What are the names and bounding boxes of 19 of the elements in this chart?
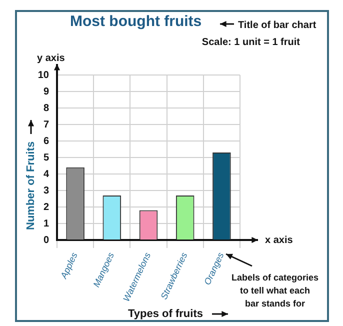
y-tick-label: 9 [43, 86, 50, 98]
chart-title: Most bought fruits [70, 13, 202, 30]
y-tick-label: 10 [38, 70, 50, 81]
x-axis-title: Types of fruits [128, 308, 203, 320]
y-tick-label: 8 [43, 102, 50, 114]
y-tick-label: 7 [43, 119, 50, 130]
text: Title of bar chart [238, 20, 317, 31]
y-tick-label: 4 [43, 168, 50, 180]
y-tick-label: 2 [43, 202, 50, 213]
text: y axis [37, 52, 66, 64]
text: Scale: 1 unit = 1 fruit [202, 36, 301, 48]
y-tick-label: 5 [43, 152, 50, 164]
text: Labels of categories to tell what each bar stands for [231, 272, 319, 308]
y-tick-label: 3 [43, 185, 50, 196]
y-tick-label: 0 [43, 234, 50, 246]
y-axis-title: Number of Fruits [25, 141, 38, 230]
text: x axis [265, 234, 294, 246]
y-tick-label: 6 [43, 136, 50, 147]
y-tick-label: 1 [43, 218, 50, 230]
